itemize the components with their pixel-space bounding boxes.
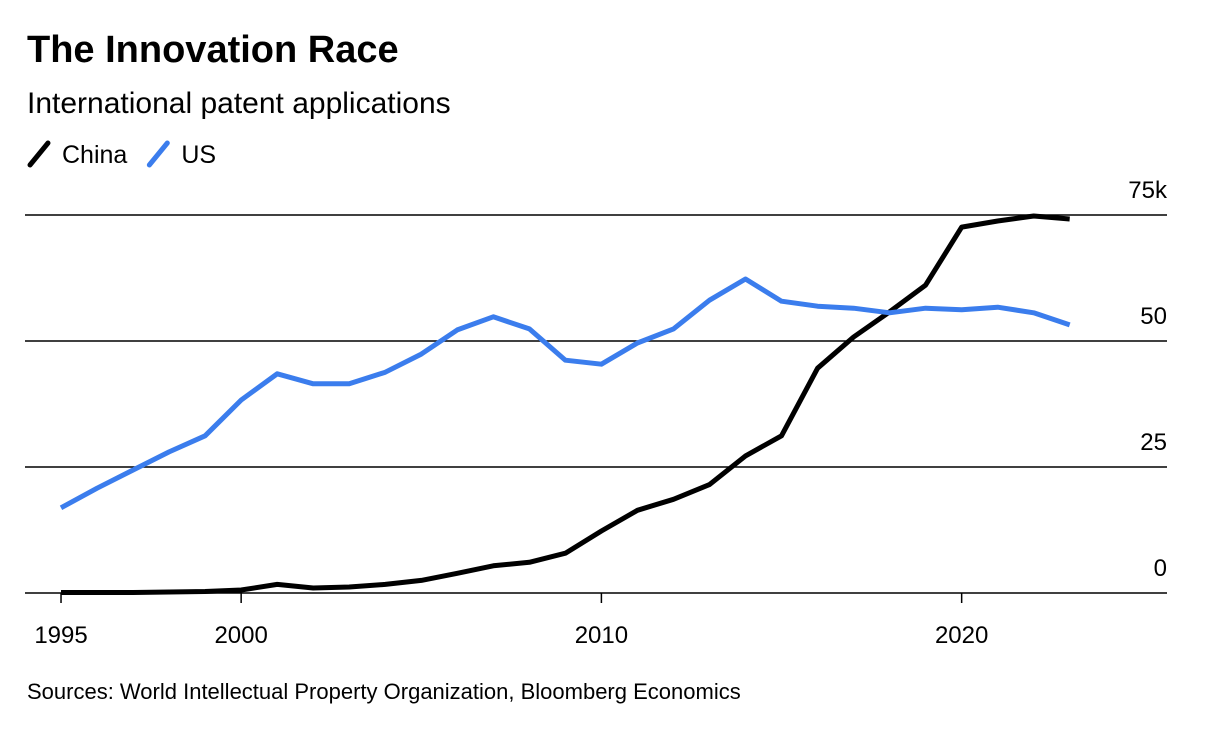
series-line (59, 276, 1071, 510)
x-tick-label: 2000 (214, 622, 267, 649)
x-tick-label: 2010 (575, 622, 628, 649)
source-note: Sources: World Intellectual Property Org… (27, 679, 741, 704)
chart-subtitle: International patent applications (27, 87, 451, 120)
legend-swatch (146, 140, 170, 168)
chart-title: The Innovation Race (27, 29, 399, 71)
series-line (61, 213, 1070, 595)
y-tick-label: 0 (1154, 555, 1167, 582)
x-tick-label: 1995 (34, 622, 87, 649)
x-tick-label: 2020 (935, 622, 988, 649)
y-tick-label: 50 (1140, 303, 1167, 330)
legend-label: US (181, 141, 216, 169)
y-tick-label: 25 (1140, 429, 1167, 456)
legend-label: China (62, 141, 127, 169)
y-tick-label: 75k (1128, 177, 1168, 204)
legend-swatch (27, 140, 51, 168)
